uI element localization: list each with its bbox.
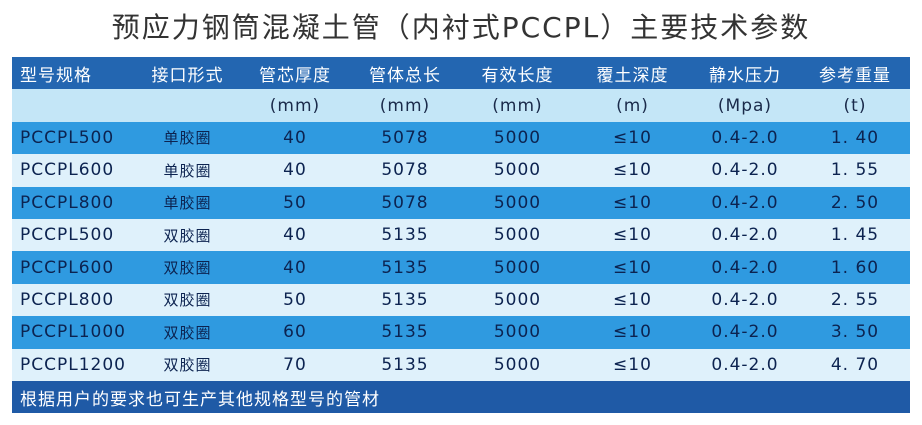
cell: (m): [616, 95, 649, 116]
cell: 0.4-2.0: [711, 257, 779, 278]
cell: 0.4-2.0: [711, 192, 779, 213]
cell: 0.4-2.0: [711, 289, 779, 310]
cell: 5078: [381, 160, 429, 181]
cell: ≤10: [613, 225, 652, 246]
cell: 型号规格: [20, 65, 92, 86]
cell: 1. 60: [830, 257, 880, 278]
data-row: PCCPL500 单胶圈 40 5078 5000 ≤10 0.4-2.0 1. 40: [12, 121, 910, 155]
cell: 0.4-2.0: [711, 127, 779, 148]
cell: 双胶圈: [163, 259, 212, 278]
cell: 5135: [381, 225, 429, 246]
cell: 70: [283, 354, 307, 375]
cell: 1. 40: [830, 127, 880, 148]
cell: 5078: [381, 127, 429, 148]
cell: 50: [283, 192, 307, 213]
cell: (mm): [492, 95, 543, 116]
cell: ≤10: [613, 160, 652, 181]
cell: PCCPL500: [20, 225, 115, 246]
cell: 1. 55: [830, 160, 880, 181]
cell: ≤10: [613, 289, 652, 310]
cell: 1. 45: [830, 225, 880, 246]
cell: PCCPL800: [20, 289, 115, 310]
cell: PCCPL500: [20, 127, 115, 148]
cell: PCCPL600: [20, 160, 115, 181]
data-row: PCCPL800 双胶圈 50 5135 5000 ≤10 0.4-2.0 2. 55: [12, 283, 910, 317]
cell: 单胶圈: [163, 194, 212, 213]
cell: 5000: [493, 322, 542, 343]
title: 预应力钢筒混凝土管（内衬式PCCPL）主要技术参数: [111, 11, 811, 44]
cell: ≤10: [613, 322, 652, 343]
cell: 0.4-2.0: [711, 225, 779, 246]
table: 型号规格 接口形式 管芯厚度 管体总长 有效长度 覆土深度 静水压力 参考重量 (mm) (mm)…: [12, 57, 910, 414]
data-row: PCCPL800 单胶圈 50 5078 5000 ≤10 0.4-2.0 2. 50: [12, 186, 910, 219]
cell: 0.4-2.0: [711, 322, 779, 343]
cell: 5000: [493, 257, 542, 278]
cell: 参考重量: [819, 65, 891, 86]
cell: PCCPL1000: [20, 322, 126, 343]
cell: 50: [283, 289, 307, 310]
cell: 静水压力: [709, 65, 781, 86]
cell: 接口形式: [151, 65, 224, 86]
cell: 0.4-2.0: [711, 354, 779, 375]
cell: 0.4-2.0: [711, 160, 779, 181]
cell: PCCPL800: [20, 192, 115, 213]
cell: 4. 70: [830, 354, 880, 375]
header-row: 型号规格 接口形式 管芯厚度 管体总长 有效长度 覆土深度 静水压力 参考重量: [12, 57, 910, 90]
cell: 5078: [381, 192, 429, 213]
cell: 5000: [493, 225, 542, 246]
cell: 5135: [381, 322, 429, 343]
cell: 40: [283, 160, 307, 181]
cell: ≤10: [613, 192, 652, 213]
cell: (t): [843, 95, 867, 116]
footer-note: 根据用户的要求也可生产其他规格型号的管材: [20, 389, 380, 410]
cell: 5000: [493, 192, 542, 213]
cell: 40: [283, 257, 307, 278]
cell: 单胶圈: [163, 129, 212, 148]
cell: 双胶圈: [163, 291, 212, 310]
cell: (mm): [269, 95, 321, 116]
cell: (mm): [379, 95, 431, 116]
cell: ≤10: [613, 354, 652, 375]
data-row: PCCPL1200 双胶圈 70 5135 5000 ≤10 0.4-2.0 4. 70: [12, 348, 910, 381]
cell: 2. 50: [830, 192, 880, 213]
data-row: PCCPL1000 双胶圈 60 5135 5000 ≤10 0.4-2.0 3. 50: [12, 316, 910, 349]
cell: 有效长度: [481, 65, 554, 86]
cell: 覆土深度: [596, 65, 669, 86]
cell: 双胶圈: [163, 323, 212, 342]
data-row: PCCPL600 单胶圈 40 5078 5000 ≤10 0.4-2.0 1. 55: [12, 154, 910, 187]
cell: 管芯厚度: [259, 65, 331, 86]
cell: 5000: [493, 289, 542, 310]
footer-row: 根据用户的要求也可生产其他规格型号的管材: [12, 380, 910, 414]
cell: (Mpa): [717, 95, 773, 116]
data-row: PCCPL500 双胶圈 40 5135 5000 ≤10 0.4-2.0 1. 45: [12, 218, 910, 252]
cell: 双胶圈: [163, 226, 212, 245]
cell: ≤10: [613, 127, 652, 148]
cell: 5135: [381, 257, 429, 278]
cell: 5135: [381, 289, 429, 310]
cell: ≤10: [613, 257, 652, 278]
cell: 单胶圈: [163, 161, 212, 180]
units-row: (mm) (mm) (mm) (m) (Mpa) (t): [12, 89, 910, 122]
cell: 2. 55: [830, 289, 880, 310]
cell: 3. 50: [830, 322, 880, 343]
cell: 5000: [493, 354, 542, 375]
cell: PCCPL600: [20, 257, 115, 278]
cell: 40: [283, 127, 307, 148]
cell: PCCPL1200: [20, 354, 126, 375]
cell: 管体总长: [369, 65, 441, 86]
cell: 60: [283, 322, 307, 343]
cell: 5000: [493, 160, 542, 181]
data-row: PCCPL600 双胶圈 40 5135 5000 ≤10 0.4-2.0 1. 60: [12, 251, 910, 284]
cell: 5000: [493, 127, 542, 148]
cell: 双胶圈: [163, 356, 212, 375]
cell: 40: [283, 225, 307, 246]
cell: 5135: [381, 354, 429, 375]
